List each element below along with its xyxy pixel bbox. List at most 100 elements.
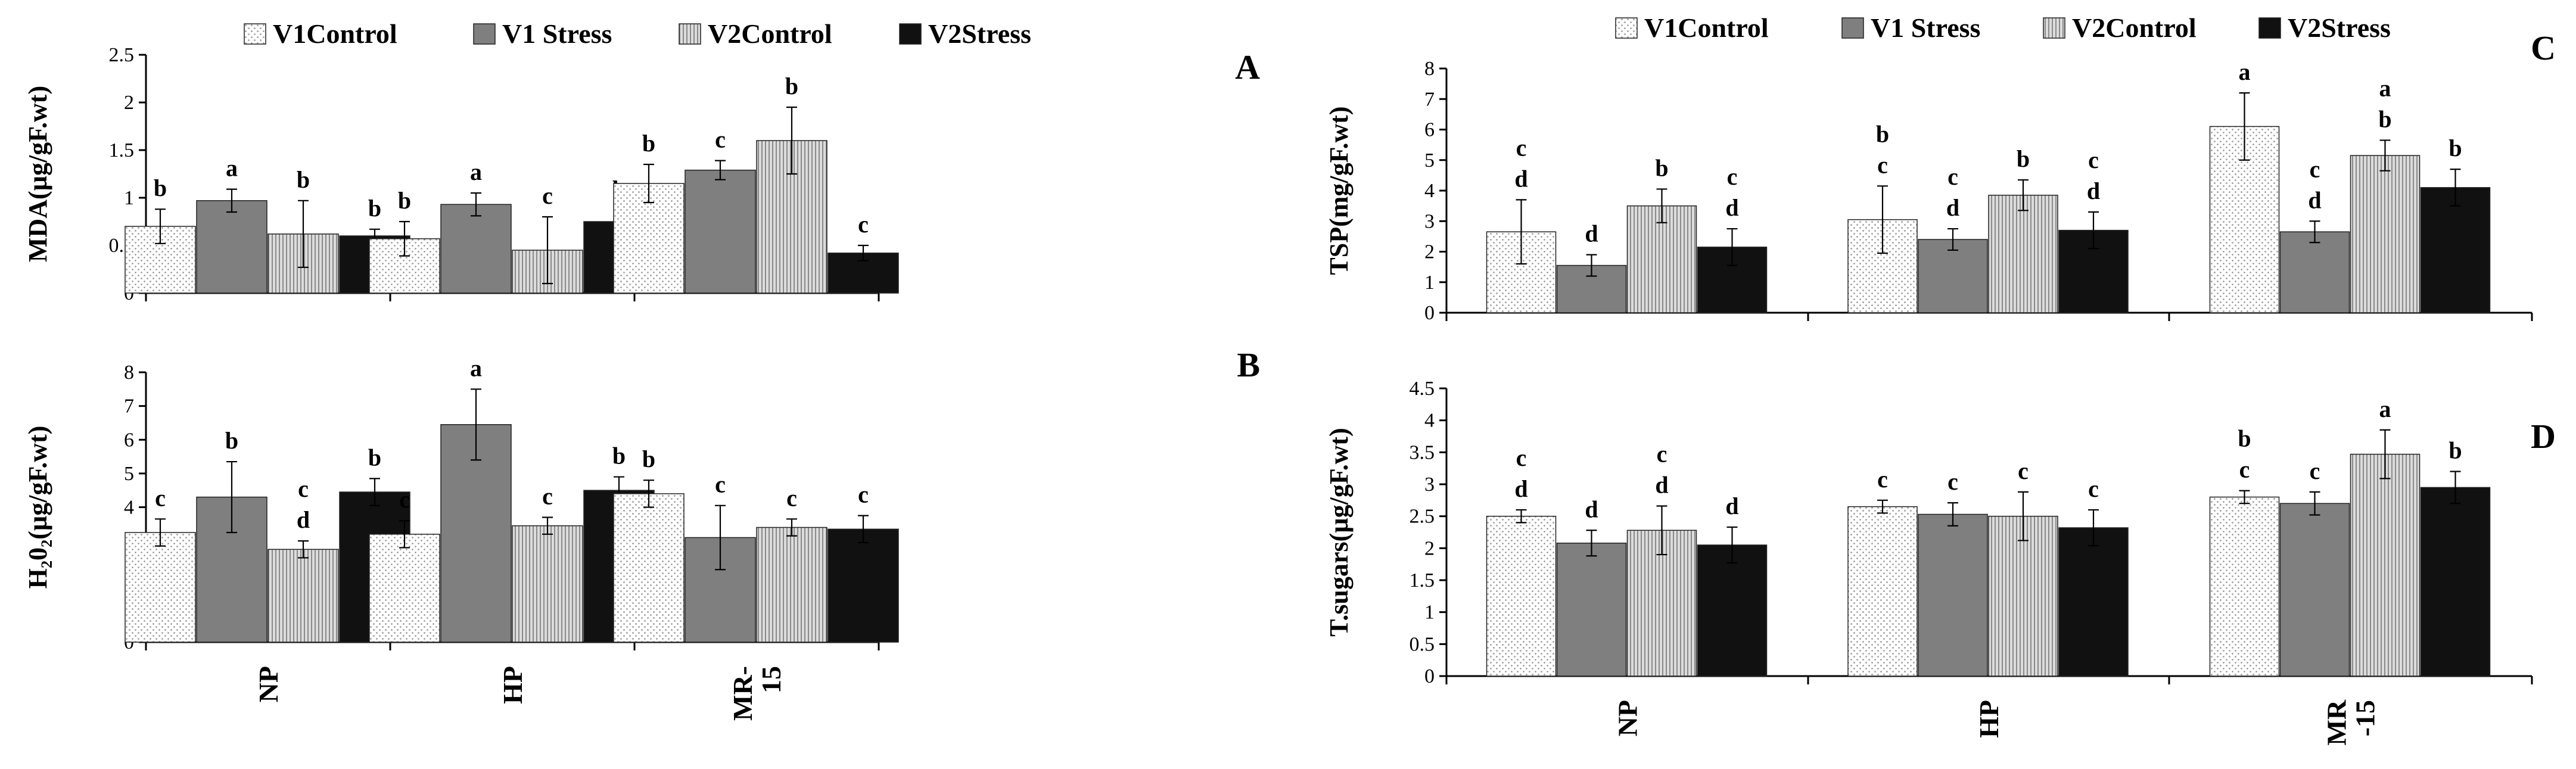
y-tick-label: 4: [124, 497, 134, 519]
legend-swatch: [1615, 17, 1638, 39]
significance-label: c: [1516, 444, 1527, 471]
significance-label: b: [612, 443, 626, 469]
significance-label: c: [2088, 475, 2099, 502]
bar: [1556, 542, 1627, 677]
legend-swatch: [2043, 17, 2065, 39]
y-axis-label: TSP(mg/gF.wt): [1324, 106, 1354, 275]
significance-label: c: [542, 482, 553, 509]
category-label: NP: [253, 666, 284, 702]
panel-letter: B: [1237, 345, 1260, 384]
significance-label: b: [368, 195, 381, 222]
legend-label: V1Control: [273, 18, 397, 49]
significance-label: d: [297, 506, 310, 533]
significance-label: c: [1877, 151, 1888, 178]
bar: [267, 549, 339, 643]
legend-swatch: [1841, 17, 1864, 39]
legend-swatch: [899, 23, 922, 45]
category-label-line: NP: [253, 666, 284, 702]
y-tick-label: 6: [124, 429, 134, 451]
category-label: MR-15: [2322, 699, 2381, 745]
bar: [827, 528, 899, 643]
y-axis-label: T.sugars(µg/gF.wt): [1324, 428, 1354, 636]
y-tick-label: 3: [1424, 210, 1435, 232]
y-tick-label: 4: [1424, 410, 1435, 432]
legend-label: V2Control: [2072, 13, 2197, 43]
bar: [440, 204, 512, 294]
y-tick-label: 4.5: [1410, 378, 1435, 400]
significance-label: b: [154, 175, 167, 201]
bar: [2279, 231, 2350, 313]
legend-label: V1 Stress: [502, 18, 612, 49]
significance-label: d: [1725, 194, 1738, 221]
significance-label: c: [298, 475, 309, 502]
significance-label: c: [715, 126, 726, 153]
significance-label: b: [2017, 145, 2030, 172]
y-tick-label: 8: [1424, 58, 1435, 80]
significance-label: d: [1725, 493, 1738, 519]
significance-label: c: [786, 484, 797, 511]
significance-label: b: [225, 427, 238, 454]
y-tick-label: 0.5: [1410, 633, 1435, 655]
panel-d: 0 0.5 1 1.5 2 2.5 3 3.5 4 4.5 T.sugars(µg/gF.wt) Dc…: [1324, 378, 2556, 746]
significance-label: c: [2310, 155, 2320, 182]
bar: [2350, 453, 2421, 677]
bar: [125, 532, 196, 643]
significance-label: c: [858, 481, 869, 508]
significance-label: b: [2238, 425, 2251, 452]
bar: [196, 200, 267, 294]
significance-label: a: [226, 155, 238, 182]
bar: [756, 527, 827, 643]
significance-label: d: [1585, 220, 1598, 247]
bar: [1847, 506, 1918, 677]
legend-label: V1Control: [1644, 13, 1769, 43]
category-label-line: -15: [2350, 700, 2381, 736]
y-tick-label: 2.5: [1410, 506, 1435, 528]
y-tick-label: 3.5: [1410, 441, 1435, 463]
y-tick-label: 8: [124, 362, 134, 384]
legend-swatch: [244, 23, 266, 45]
legend-label: V2Stress: [928, 18, 1031, 49]
chart-panels: 00.511.522.5MDA(µg/gF.wt)Ababbbacbbcbc01…: [23, 13, 2556, 746]
bar: [2279, 503, 2350, 677]
significance-label: d: [1514, 165, 1527, 192]
significance-label: d: [1514, 475, 1527, 502]
bar: [2350, 155, 2421, 313]
y-tick-label: 7: [1424, 88, 1435, 110]
category-label-line: MR: [2322, 699, 2352, 745]
y-tick-label: 1: [124, 187, 134, 209]
y-axis-label: MDA(µg/gF.wt): [23, 86, 52, 262]
bar: [1988, 194, 2058, 313]
significance-label: b: [368, 444, 381, 471]
y-tick-label: 7: [124, 396, 134, 418]
significance-label: b: [642, 130, 655, 157]
bar: [1918, 513, 1988, 677]
panel-b: 012345678H₂0₂(µg/gF.wt)BcbcdbNPcacbHPbcc…: [23, 345, 1260, 721]
significance-label: c: [2239, 456, 2250, 483]
significance-label: b: [297, 166, 310, 193]
bar: [2209, 496, 2280, 677]
significance-label: c: [1947, 163, 1958, 190]
y-tick-label: 2.5: [109, 44, 135, 66]
bar: [1918, 239, 1988, 313]
y-tick-label: 0: [1424, 302, 1435, 324]
significance-label: b: [398, 187, 411, 214]
significance-label: b: [2449, 135, 2462, 161]
category-label-line: HP: [497, 666, 528, 704]
significance-label: b: [2449, 437, 2462, 464]
significance-label: b: [1876, 120, 1889, 147]
significance-label: c: [2088, 147, 2099, 173]
category-label-line: NP: [1613, 700, 1643, 736]
y-tick-label: 1.5: [109, 139, 135, 161]
y-tick-label: 2: [1424, 241, 1435, 263]
category-label: HP: [497, 666, 528, 704]
bar: [512, 525, 583, 643]
y-tick-label: 1: [1424, 602, 1435, 624]
bar: [613, 493, 685, 643]
legend-label: V1 Stress: [1871, 13, 1980, 43]
panel-letter: C: [2531, 29, 2556, 67]
significance-label: c: [1516, 134, 1527, 161]
y-tick-label: 3: [1424, 474, 1435, 496]
